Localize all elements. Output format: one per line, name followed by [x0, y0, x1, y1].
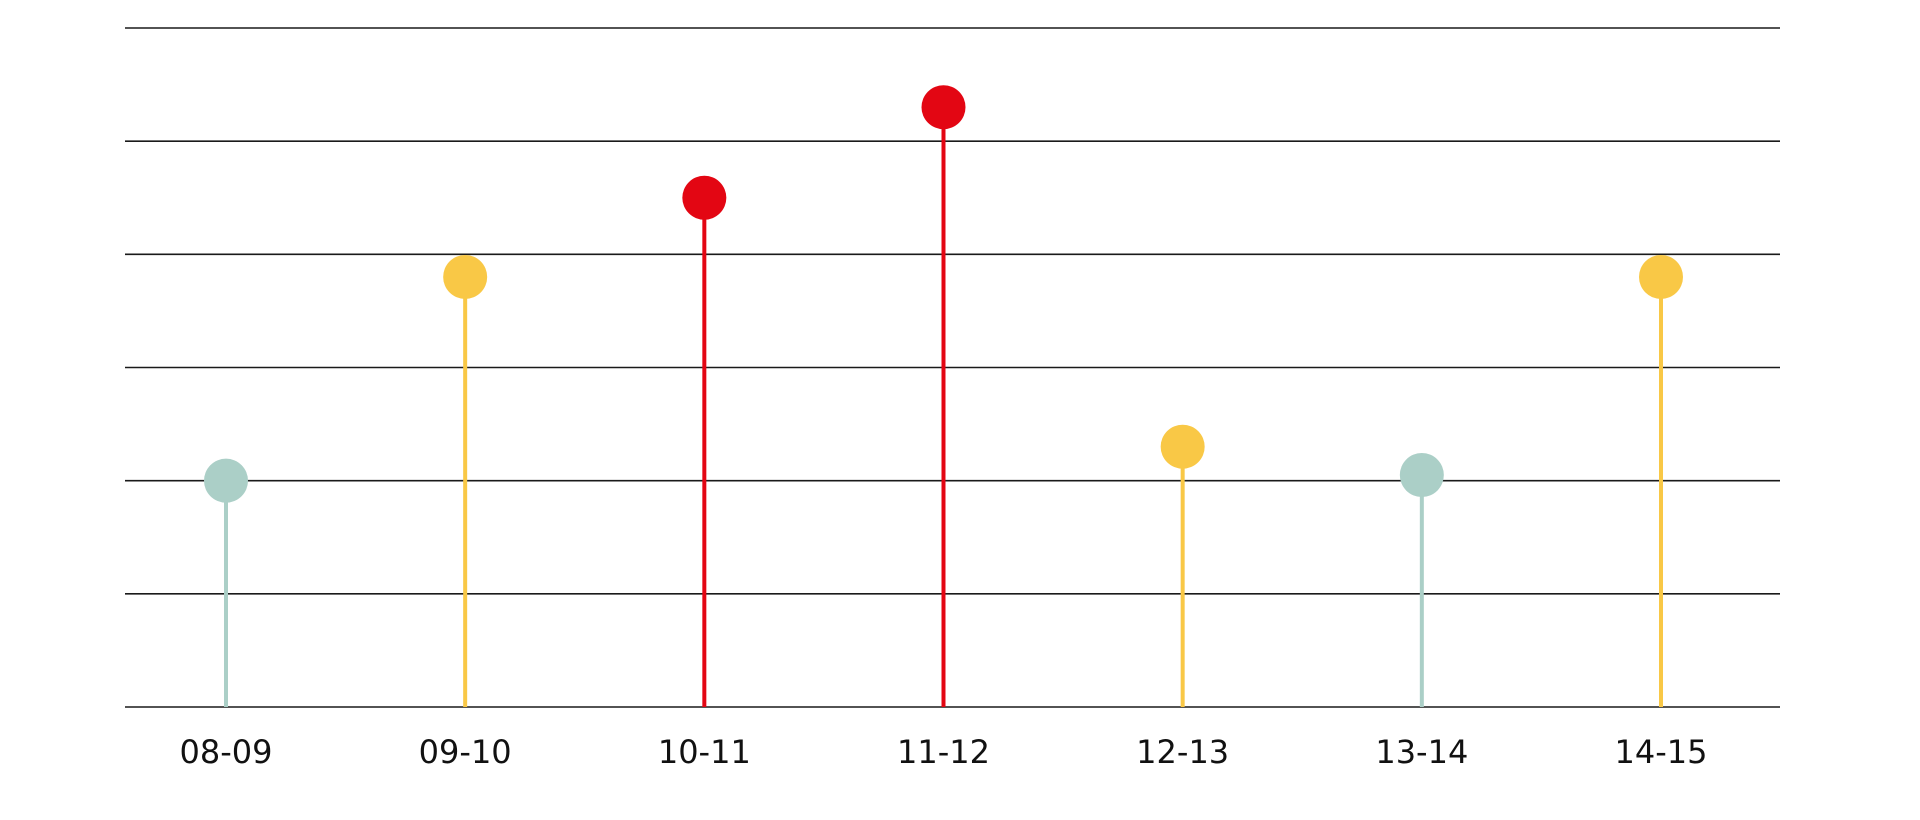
x-tick-label: 10-11 — [658, 733, 751, 771]
x-tick-label: 13-14 — [1375, 733, 1468, 771]
gridlines — [125, 27, 1780, 708]
x-tick-label: 12-13 — [1136, 733, 1229, 771]
x-tick-labels: 08-09 09-10 10-11 11-12 12-13 13-14 14-15 — [180, 733, 1708, 771]
point-08-09 — [204, 458, 248, 503]
point-12-13 — [1160, 424, 1205, 469]
x-tick-label: 14-15 — [1615, 733, 1708, 771]
point-09-10 — [443, 254, 488, 299]
stems — [204, 85, 1683, 707]
point-13-14 — [1399, 453, 1444, 498]
x-tick-label: 11-12 — [897, 733, 990, 771]
x-tick-label: 09-10 — [419, 733, 512, 771]
x-tick-label: 08-09 — [180, 733, 273, 771]
point-10-11 — [682, 175, 727, 220]
point-14-15 — [1639, 254, 1683, 299]
point-11-12 — [921, 85, 966, 130]
